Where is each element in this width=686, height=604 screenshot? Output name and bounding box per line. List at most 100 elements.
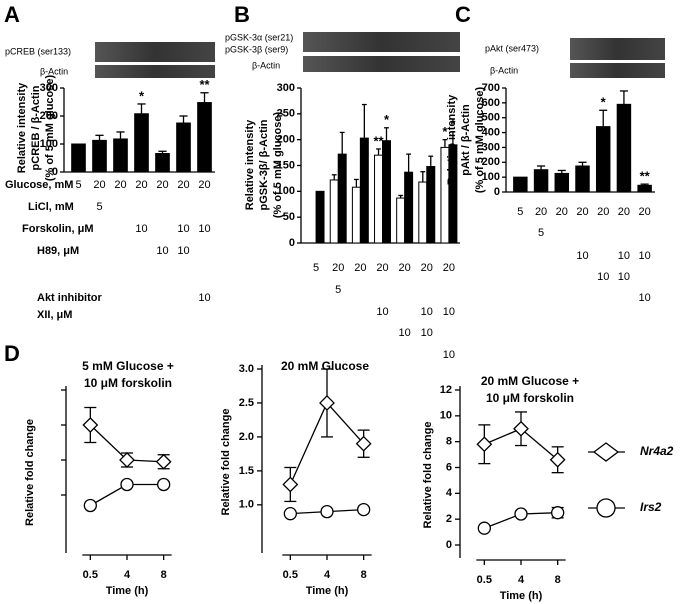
y-tick-label: 8 — [446, 436, 452, 448]
marker — [357, 502, 371, 517]
panel-label: B — [234, 2, 250, 27]
blot-label: β-Actin — [490, 65, 518, 75]
y-tick-label: 3.0 — [239, 363, 254, 375]
x-tick-label: 0.5 — [83, 569, 98, 581]
condition-value: 20 — [135, 179, 147, 191]
condition-value: 5 — [96, 201, 102, 213]
significance-label: * — [139, 88, 145, 103]
y-tick-label: 0 — [446, 539, 452, 551]
condition-value: 20 — [597, 206, 609, 218]
y-tick-label: 0 — [494, 186, 500, 198]
significance-label: * — [601, 95, 607, 110]
y-axis-label: pGSK-3β/ β-Actin — [258, 119, 270, 210]
significance-label: * — [442, 124, 448, 139]
legend-marker — [592, 442, 620, 462]
y-tick-label: 0 — [289, 237, 295, 249]
y-tick-label: 500 — [482, 112, 500, 124]
marker — [157, 477, 171, 492]
panel-label: C — [455, 2, 471, 27]
condition-value: 10 — [198, 292, 210, 304]
y-tick-label: 300 — [277, 82, 295, 94]
condition-value: 10 — [639, 250, 651, 262]
condition-value: 10 — [576, 250, 588, 262]
blot-band — [95, 65, 215, 78]
condition-label: LiCl, mM — [28, 201, 74, 213]
y-tick-label: 250 — [277, 108, 295, 120]
condition-value: 20 — [421, 262, 433, 274]
bar — [329, 179, 339, 244]
bar — [155, 153, 170, 173]
condition-value: 5 — [335, 284, 341, 296]
bar — [426, 166, 436, 244]
bar — [575, 165, 590, 193]
blot-band — [95, 42, 215, 62]
blot-band — [303, 56, 460, 72]
condition-label: Glucose, mM — [5, 179, 73, 191]
y-tick-label: 300 — [40, 82, 58, 94]
blot-band — [570, 38, 665, 60]
bar — [92, 139, 107, 173]
condition-value: 20 — [639, 206, 651, 218]
condition-value: 10 — [177, 245, 189, 257]
condition-value: 10 — [399, 327, 411, 339]
y-axis-label: pAkt / β-Actin — [460, 104, 472, 176]
blot-label: β-Actin — [252, 60, 280, 70]
condition-value: 10 — [421, 327, 433, 339]
y-tick-label: 2.5 — [239, 397, 254, 409]
x-tick-label: 0.5 — [477, 574, 492, 586]
legend-marker — [596, 498, 616, 518]
blot-label: pAkt (ser473) — [485, 43, 539, 53]
y-tick-label: 4 — [446, 487, 453, 499]
y-tick-label: 10 — [440, 410, 452, 422]
y-tick-label: 200 — [482, 156, 500, 168]
legend-label: Nr4a2 — [640, 444, 674, 458]
condition-label: Akt inhibitor — [37, 292, 102, 304]
y-tick-label: 1.5 — [239, 465, 254, 477]
x-axis-label: Time (h) — [500, 590, 543, 602]
condition-value: 10 — [177, 223, 189, 235]
blot-label: β-Actin — [40, 66, 68, 76]
condition-value: 10 — [618, 250, 630, 262]
condition-value: 20 — [93, 179, 105, 191]
condition-value: 20 — [618, 206, 630, 218]
x-tick-label: 0.5 — [283, 569, 298, 581]
condition-value: 20 — [114, 179, 126, 191]
bar — [418, 181, 428, 244]
x-tick-label: 4 — [324, 569, 331, 581]
marker — [551, 506, 565, 520]
y-tick-label: 50 — [283, 211, 295, 223]
legend-label: Irs2 — [640, 500, 662, 514]
condition-value: 20 — [156, 179, 168, 191]
condition-value: 10 — [618, 271, 630, 283]
y-tick-label: 0 — [52, 166, 58, 178]
bar — [513, 176, 528, 193]
marker — [320, 504, 334, 519]
bar — [359, 137, 369, 244]
condition-label: XII, μM — [37, 309, 72, 321]
bar — [533, 169, 549, 193]
condition-value: 10 — [639, 292, 651, 304]
marker — [282, 476, 299, 493]
y-tick-label: 300 — [482, 141, 500, 153]
bar — [637, 184, 652, 193]
bar — [404, 171, 414, 244]
x-tick-label: 4 — [518, 574, 525, 586]
condition-value: 20 — [177, 179, 189, 191]
bar — [374, 154, 383, 244]
condition-value: 20 — [535, 206, 547, 218]
chart-title: 20 mM Glucose — [281, 359, 369, 373]
x-axis-label: Time (h) — [106, 585, 149, 597]
y-tick-label: 100 — [40, 138, 58, 150]
y-axis-label: Relative fold change — [220, 409, 232, 516]
marker — [513, 420, 529, 437]
condition-value: 10 — [156, 245, 168, 257]
y-axis-label: (% of 5 mM glucose) — [272, 111, 284, 218]
marker — [476, 436, 493, 453]
y-axis-label: (% of 5 mM glucose) — [44, 74, 56, 181]
bar — [197, 102, 212, 173]
y-tick-label: 700 — [482, 82, 500, 94]
y-tick-label: 2.0 — [239, 431, 254, 443]
condition-value: 20 — [443, 262, 455, 274]
y-tick-label: 600 — [482, 97, 500, 109]
